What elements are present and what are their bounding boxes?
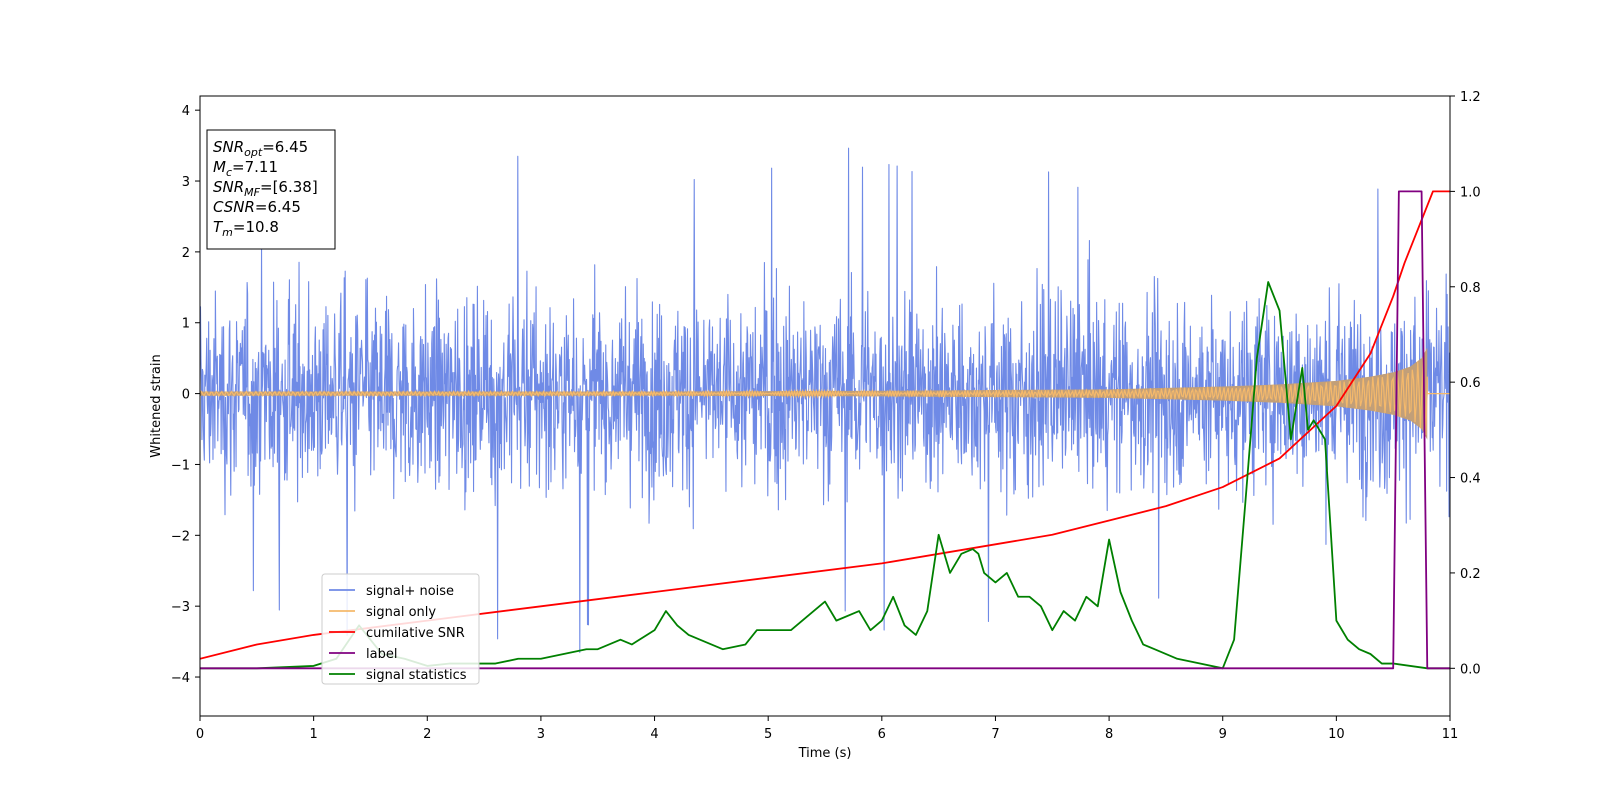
legend-label: signal+ noise: [366, 584, 454, 599]
y2-tick-label: 0.8: [1460, 281, 1481, 296]
y-tick-label: 3: [182, 175, 190, 190]
y-axis-left: 4 3 2 1 0 −1 −2 −3 −4: [171, 104, 200, 686]
y2-tick-label: 1.2: [1460, 90, 1481, 105]
y-tick-label: 0: [182, 388, 190, 403]
legend-label: label: [366, 647, 397, 662]
x-tick-label: 8: [1105, 727, 1113, 742]
x-tick-label: 6: [878, 727, 886, 742]
y2-tick-label: 0.0: [1460, 662, 1481, 677]
x-tick-label: 1: [309, 727, 317, 742]
y-tick-label: −3: [171, 600, 190, 615]
signal-noise-series: [200, 147, 1450, 653]
line-series-layer: [200, 190, 1450, 670]
signal-statistics-line: [200, 281, 1450, 670]
y-axis-label: Whitened strain: [149, 354, 164, 457]
annotation-box-frame: [206, 129, 336, 250]
signal-only-line: [200, 355, 1450, 436]
x-tick-label: 4: [650, 727, 658, 742]
y-tick-label: −2: [171, 529, 190, 544]
y2-tick-label: 0.2: [1460, 567, 1481, 582]
x-axis-label: Time (s): [798, 746, 852, 761]
signal-only-envelope: [200, 347, 1428, 440]
annotation-line: CSNR=6.45: [213, 198, 301, 216]
x-tick-label: 11: [1442, 727, 1459, 742]
legend: signal+ noise signal only cumilative SNR la…: [321, 573, 480, 685]
signal-noise-line: [200, 147, 1450, 653]
annotation-line: SNRopt=6.45: [213, 138, 308, 159]
x-tick-label: 7: [991, 727, 999, 742]
y-tick-label: −4: [171, 671, 190, 686]
y-tick-label: 2: [182, 246, 190, 261]
legend-label: signal statistics: [366, 668, 467, 683]
annotation-line: Tm=10.8: [213, 218, 279, 239]
y-tick-label: −1: [171, 458, 190, 473]
y2-tick-label: 0.6: [1460, 376, 1481, 391]
plot-frame: [199, 95, 1451, 717]
x-tick-label: 9: [1219, 727, 1227, 742]
y-axis-right: 1.2 1.0 0.8 0.6 0.4 0.2 0.0: [1450, 90, 1481, 677]
signal-only-series: [200, 347, 1450, 440]
x-axis: 0 1 2 3 4 5 6 7 8 9 10 11: [196, 716, 1458, 742]
y-tick-label: 4: [182, 104, 190, 119]
legend-frame: [321, 573, 480, 685]
legend-label: signal only: [366, 605, 436, 620]
y2-tick-label: 1.0: [1460, 185, 1481, 200]
x-tick-label: 5: [764, 727, 772, 742]
cumilative-snr-line: [200, 190, 1450, 660]
annotation-line: SNRMF=[6.38]: [213, 178, 318, 199]
x-tick-label: 3: [537, 727, 545, 742]
y2-tick-label: 0.4: [1460, 472, 1481, 487]
legend-label: cumilative SNR: [366, 626, 465, 641]
label-line: [200, 190, 1450, 670]
x-tick-label: 0: [196, 727, 204, 742]
x-tick-label: 10: [1328, 727, 1345, 742]
x-tick-label: 2: [423, 727, 431, 742]
annotation-line: Mc=7.11: [213, 158, 278, 179]
y-tick-label: 1: [182, 317, 190, 332]
